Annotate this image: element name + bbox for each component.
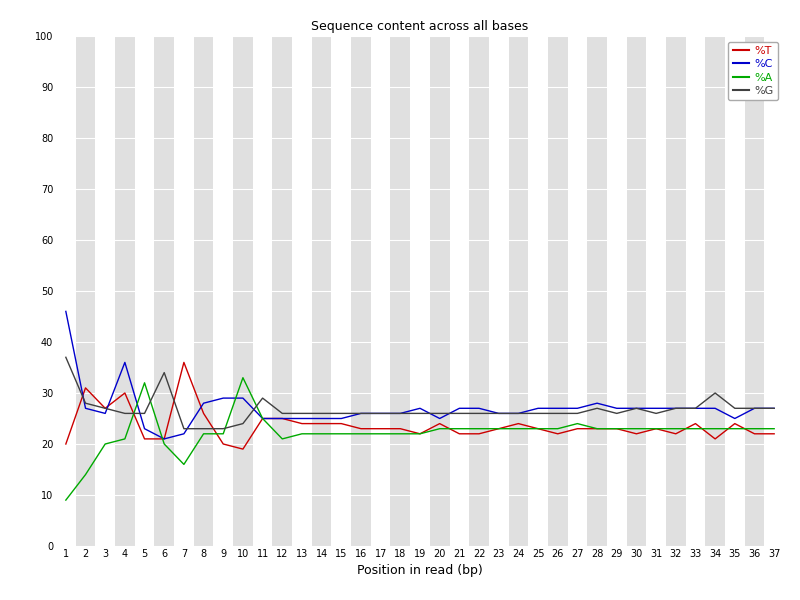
Bar bbox=[469, 36, 489, 546]
Bar bbox=[607, 36, 626, 546]
Bar bbox=[233, 36, 253, 546]
Bar bbox=[134, 36, 154, 546]
Bar bbox=[430, 36, 450, 546]
Bar bbox=[489, 36, 509, 546]
Bar bbox=[626, 36, 646, 546]
Bar bbox=[666, 36, 686, 546]
Bar bbox=[706, 36, 725, 546]
Bar bbox=[745, 36, 764, 546]
X-axis label: Position in read (bp): Position in read (bp) bbox=[357, 565, 483, 577]
Bar bbox=[528, 36, 548, 546]
Bar bbox=[509, 36, 528, 546]
Bar bbox=[95, 36, 115, 546]
Bar bbox=[450, 36, 469, 546]
Bar bbox=[292, 36, 312, 546]
Bar bbox=[56, 36, 76, 546]
Bar bbox=[567, 36, 587, 546]
Bar bbox=[548, 36, 567, 546]
Bar bbox=[646, 36, 666, 546]
Bar bbox=[587, 36, 607, 546]
Bar bbox=[390, 36, 410, 546]
Legend: %T, %C, %A, %G: %T, %C, %A, %G bbox=[728, 41, 778, 100]
Title: Sequence content across all bases: Sequence content across all bases bbox=[311, 20, 529, 34]
Bar bbox=[214, 36, 233, 546]
Bar bbox=[410, 36, 430, 546]
Bar bbox=[351, 36, 371, 546]
Bar bbox=[725, 36, 745, 546]
Bar bbox=[273, 36, 292, 546]
Bar bbox=[331, 36, 351, 546]
Bar bbox=[253, 36, 273, 546]
Bar bbox=[686, 36, 706, 546]
Bar bbox=[194, 36, 214, 546]
Bar bbox=[764, 36, 784, 546]
Bar bbox=[76, 36, 95, 546]
Bar bbox=[154, 36, 174, 546]
Bar bbox=[312, 36, 331, 546]
Bar bbox=[115, 36, 134, 546]
Bar bbox=[174, 36, 194, 546]
Bar bbox=[371, 36, 390, 546]
